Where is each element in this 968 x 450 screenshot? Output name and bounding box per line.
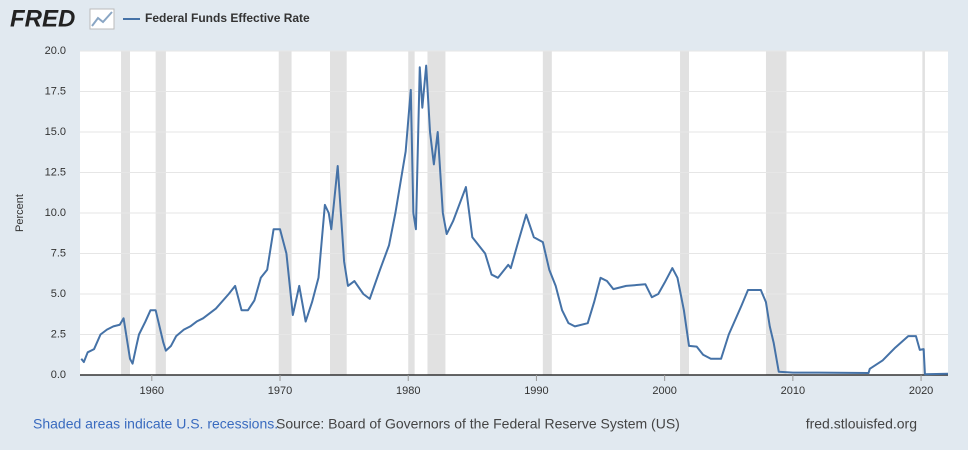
y-tick-label: 15.0 [45,126,66,138]
x-tick-label: 1990 [524,385,548,397]
y-tick-label: 2.5 [51,328,66,340]
logo[interactable]: FRED [10,5,75,32]
y-tick-label: 17.5 [45,85,66,97]
site-url[interactable]: fred.stlouisfed.org [806,416,917,432]
y-axis-label: Percent [14,194,26,232]
x-tick-label: 2020 [909,385,933,397]
y-tick-label: 10.0 [45,207,66,219]
recession-note[interactable]: Shaded areas indicate U.S. recessions. [33,416,278,432]
data-line [80,64,949,376]
x-tick-label: 1980 [396,385,420,397]
y-tick-label: 12.5 [45,166,66,178]
x-tick-label: 1960 [140,385,164,397]
logo-icon [89,8,115,30]
y-tick-label: 7.5 [51,247,66,259]
y-tick-label: 0.0 [51,369,66,381]
source: Source: Board of Governors of the Federa… [276,416,680,432]
y-tick-label: 20.0 [45,45,66,57]
x-tick-label: 2010 [781,385,805,397]
x-tick-label: 2000 [652,385,676,397]
y-tick-label: 5.0 [51,288,66,300]
legend-label: Federal Funds Effective Rate [145,11,310,25]
x-tick-label: 1970 [268,385,292,397]
